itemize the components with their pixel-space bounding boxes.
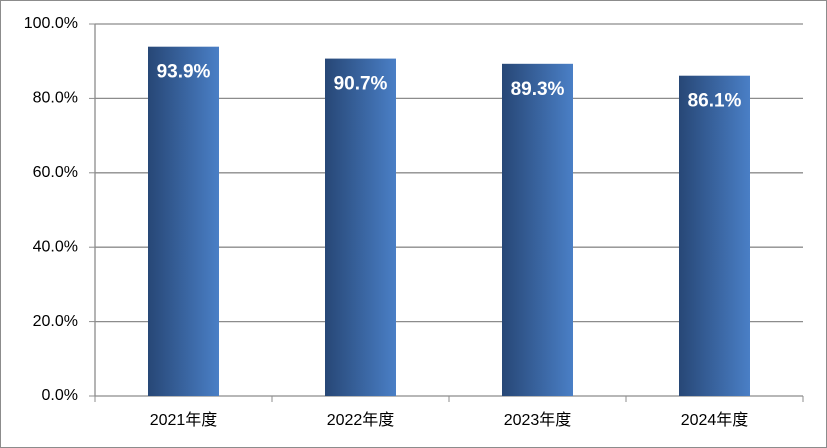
y-tick-label: 40.0%	[33, 238, 78, 255]
x-tick-label: 2024年度	[681, 411, 749, 429]
y-tick-label: 100.0%	[24, 15, 78, 32]
y-tick-label: 80.0%	[33, 90, 78, 107]
data-label: 93.9%	[157, 62, 211, 83]
x-tick-label: 2023年度	[504, 411, 572, 429]
y-tick-label: 0.0%	[42, 387, 78, 404]
bar	[679, 75, 750, 396]
bar	[502, 63, 573, 396]
data-label: 90.7%	[334, 74, 388, 95]
data-label: 86.1%	[688, 91, 742, 112]
x-tick-label: 2022年度	[327, 411, 395, 429]
bar	[148, 46, 219, 396]
x-tick-label: 2021年度	[150, 411, 218, 429]
data-label: 89.3%	[511, 79, 565, 100]
bar	[325, 58, 396, 396]
y-tick-label: 20.0%	[33, 313, 78, 330]
y-tick-label: 60.0%	[33, 164, 78, 181]
